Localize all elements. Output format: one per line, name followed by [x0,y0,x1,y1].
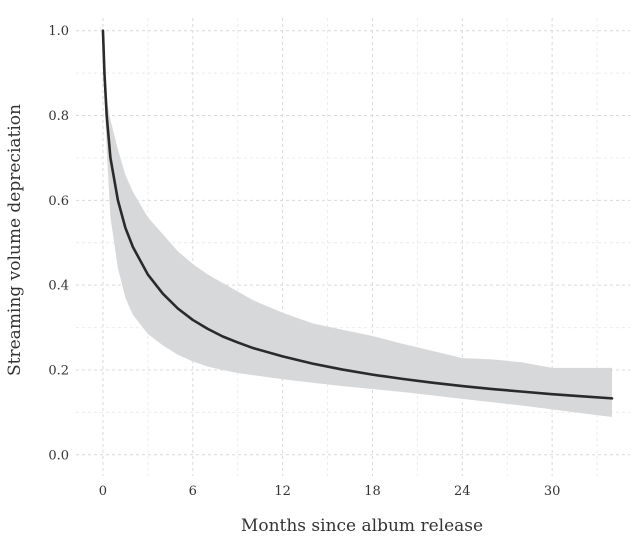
confidence-band-layer [102,30,613,418]
x-tick-label: 30 [544,484,561,499]
x-tick-label: 24 [454,484,471,499]
series-line [101,29,614,400]
y-axis-title: Streaming volume depreciation [5,104,25,376]
grid [76,18,630,476]
y-tick-label: 1.0 [48,24,69,39]
y-tick-label: 0.4 [48,279,69,294]
series-line-layer [101,29,614,400]
x-tick-label: 18 [364,484,381,499]
x-tick-label: 12 [274,484,291,499]
y-tick-label: 0.0 [48,448,69,463]
x-axis-title: Months since album release [241,516,483,536]
x-axis-ticks: 0 6 12 18 24 30 [99,484,561,499]
y-tick-label: 0.8 [48,109,69,124]
y-tick-label: 0.6 [48,194,69,209]
confidence-band [102,30,613,418]
x-tick-label: 6 [189,484,197,499]
x-tick-label: 0 [99,484,107,499]
y-tick-label: 0.2 [48,363,69,378]
y-axis-ticks: 0.0 0.2 0.4 0.6 0.8 1.0 [48,24,69,463]
